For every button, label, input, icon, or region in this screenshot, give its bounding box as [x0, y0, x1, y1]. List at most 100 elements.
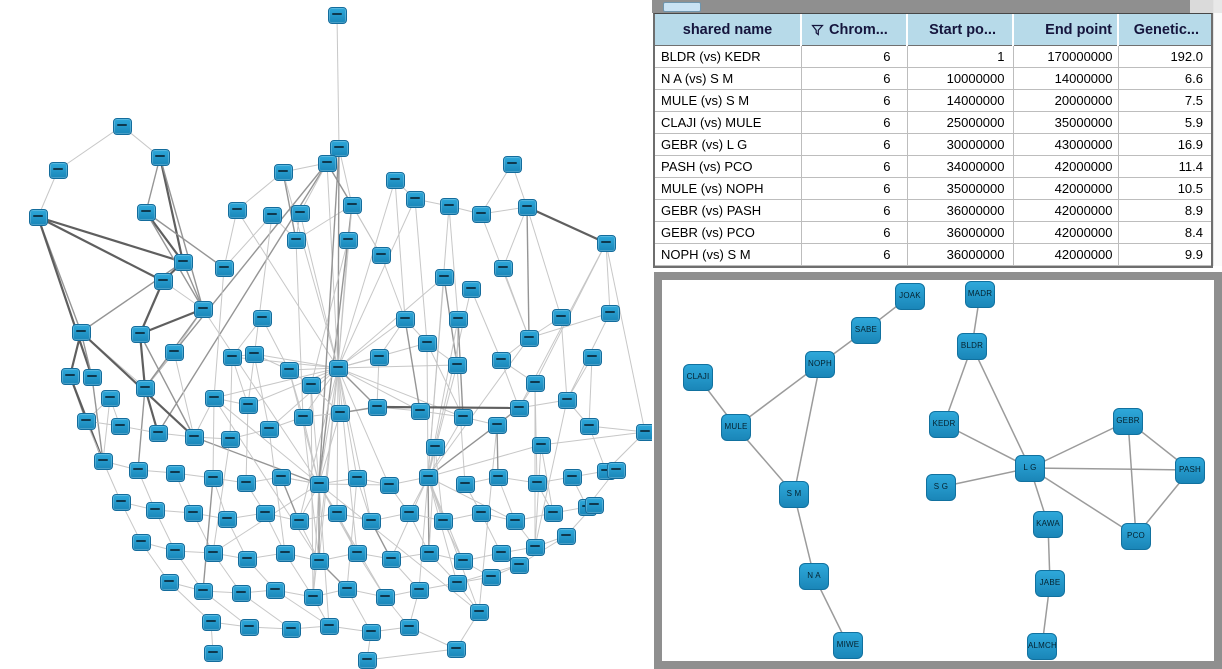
network-node[interactable]: [227, 201, 247, 219]
table-cell[interactable]: 6: [800, 133, 908, 156]
table-row[interactable]: GEBR (vs) PCO 6 36000000 42000000 8.4: [655, 221, 1211, 244]
network-node[interactable]: [265, 581, 285, 599]
network-node[interactable]: [309, 552, 329, 570]
network-node[interactable]: [128, 461, 148, 479]
table-cell[interactable]: 42000000: [1012, 177, 1119, 200]
table-cell[interactable]: 14000000: [1012, 67, 1119, 90]
network-node[interactable]: [259, 420, 279, 438]
network-node[interactable]: [635, 423, 652, 441]
network-node[interactable]: [289, 512, 309, 530]
table-cell[interactable]: 192.0: [1117, 45, 1211, 68]
network-node[interactable]: [419, 544, 439, 562]
table-cell[interactable]: 1: [906, 45, 1014, 68]
network-node[interactable]: [273, 163, 293, 181]
table-cell[interactable]: N A (vs) S M: [655, 67, 802, 90]
network-node[interactable]: [582, 348, 602, 366]
network-node[interactable]: [509, 556, 529, 574]
table-cell[interactable]: 42000000: [1012, 199, 1119, 222]
table-cell[interactable]: GEBR (vs) PASH: [655, 199, 802, 222]
network-node[interactable]: [281, 620, 301, 638]
network-node[interactable]: [130, 325, 150, 343]
table-cell[interactable]: 8.4: [1117, 221, 1211, 244]
network-node[interactable]: [543, 504, 563, 522]
network-node[interactable]: [525, 538, 545, 556]
network-node-mule[interactable]: MULE: [721, 413, 751, 441]
network-node[interactable]: [557, 391, 577, 409]
network-node[interactable]: [517, 198, 537, 216]
network-node-n-a[interactable]: N A: [799, 562, 829, 590]
network-node[interactable]: [491, 351, 511, 369]
network-node[interactable]: [488, 468, 508, 486]
table-cell[interactable]: 42000000: [1012, 155, 1119, 178]
network-node[interactable]: [165, 542, 185, 560]
table-cell[interactable]: 36000000: [906, 243, 1014, 266]
network-node[interactable]: [329, 139, 349, 157]
network-node-pash[interactable]: PASH: [1175, 456, 1205, 484]
table-row[interactable]: NOPH (vs) S M 6 36000000 42000000 9.9: [655, 243, 1211, 266]
column-header-end-point[interactable]: End point: [1012, 14, 1118, 46]
network-node[interactable]: [361, 512, 381, 530]
network-node[interactable]: [279, 361, 299, 379]
table-cell[interactable]: CLAJI (vs) MULE: [655, 111, 802, 134]
network-node[interactable]: [203, 644, 223, 662]
network-node[interactable]: [367, 398, 387, 416]
network-node[interactable]: [327, 6, 347, 24]
network-node[interactable]: [309, 475, 329, 493]
network-node[interactable]: [301, 376, 321, 394]
table-cell[interactable]: MULE (vs) NOPH: [655, 177, 802, 200]
table-cell[interactable]: 6: [800, 89, 908, 112]
network-node[interactable]: [159, 573, 179, 591]
network-node[interactable]: [369, 348, 389, 366]
network-node[interactable]: [600, 304, 620, 322]
network-node-almch[interactable]: ALMCH: [1027, 632, 1057, 660]
network-node-miwe[interactable]: MIWE: [833, 631, 863, 659]
network-node-l-g[interactable]: L G: [1015, 454, 1045, 482]
network-node[interactable]: [418, 468, 438, 486]
network-node[interactable]: [173, 253, 193, 271]
column-header-shared-name[interactable]: shared name: [655, 14, 801, 46]
table-cell[interactable]: 6: [800, 67, 908, 90]
network-node[interactable]: [319, 617, 339, 635]
table-cell[interactable]: 6: [800, 199, 908, 222]
network-node[interactable]: [447, 574, 467, 592]
network-node[interactable]: [135, 379, 155, 397]
overview-network-panel[interactable]: [0, 0, 652, 669]
network-node[interactable]: [28, 208, 48, 226]
table-cell[interactable]: 34000000: [906, 155, 1014, 178]
network-node[interactable]: [361, 623, 381, 641]
network-node-noph[interactable]: NOPH: [805, 350, 835, 378]
network-node[interactable]: [220, 430, 240, 448]
table-cell[interactable]: MULE (vs) S M: [655, 89, 802, 112]
network-node[interactable]: [433, 512, 453, 530]
network-node[interactable]: [439, 197, 459, 215]
network-node[interactable]: [317, 154, 337, 172]
network-node[interactable]: [337, 580, 357, 598]
table-cell[interactable]: 35000000: [906, 177, 1014, 200]
network-node[interactable]: [165, 464, 185, 482]
network-node[interactable]: [303, 588, 323, 606]
network-node[interactable]: [145, 501, 165, 519]
network-node[interactable]: [239, 618, 259, 636]
network-node-madr[interactable]: MADR: [965, 280, 995, 308]
subnetwork-canvas[interactable]: [662, 280, 1214, 661]
network-node[interactable]: [491, 544, 511, 562]
network-node[interactable]: [487, 416, 507, 434]
network-node[interactable]: [76, 412, 96, 430]
table-cell[interactable]: 6: [800, 45, 908, 68]
network-node[interactable]: [131, 533, 151, 551]
column-header-genetic[interactable]: Genetic...: [1117, 14, 1211, 46]
v-scrollbar-top[interactable]: [1214, 0, 1222, 13]
network-node[interactable]: [455, 475, 475, 493]
network-node-sabe[interactable]: SABE: [851, 316, 881, 344]
network-node[interactable]: [48, 161, 68, 179]
network-node[interactable]: [203, 544, 223, 562]
network-node[interactable]: [347, 469, 367, 487]
network-node[interactable]: [237, 550, 257, 568]
network-node[interactable]: [244, 345, 264, 363]
table-cell[interactable]: GEBR (vs) PCO: [655, 221, 802, 244]
table-cell[interactable]: 11.4: [1117, 155, 1211, 178]
network-node-pco[interactable]: PCO: [1121, 522, 1151, 550]
network-node[interactable]: [471, 504, 491, 522]
network-node[interactable]: [509, 399, 529, 417]
network-node-gebr[interactable]: GEBR: [1113, 407, 1143, 435]
